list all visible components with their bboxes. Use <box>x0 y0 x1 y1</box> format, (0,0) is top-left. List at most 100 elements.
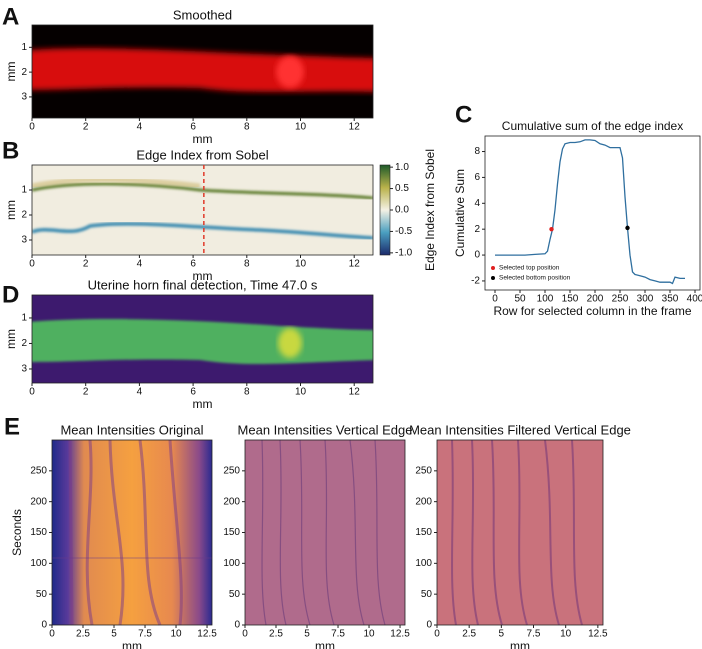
y-tick-label: 150 <box>223 527 240 538</box>
y-tick-label: 0 <box>234 620 240 631</box>
x-tick-label: 4 <box>137 387 143 398</box>
image-b <box>32 165 373 255</box>
x-tick-label: 0 <box>29 387 35 398</box>
y-tick-label: 150 <box>415 527 432 538</box>
panel-label: B <box>2 137 19 164</box>
y-tick-label: 100 <box>30 558 47 569</box>
image-e3 <box>437 439 603 626</box>
x-axis-label: mm <box>193 132 213 146</box>
y-axis-label: mm <box>4 200 18 220</box>
x-tick-label: 8 <box>244 387 250 398</box>
x-tick-label: 7.5 <box>527 629 541 640</box>
y-tick-label: 200 <box>415 496 432 507</box>
x-tick-label: 12 <box>349 259 361 270</box>
x-tick-label: 0 <box>434 629 440 640</box>
chart-title: Mean Intensities Original <box>60 422 203 437</box>
x-tick-label: 10 <box>295 387 307 398</box>
x-tick-label: 200 <box>587 294 604 305</box>
colorbar <box>380 165 390 255</box>
y-tick-label: 0 <box>474 250 480 261</box>
legend-label: Selected top position <box>499 265 560 272</box>
x-tick-label: 5 <box>304 629 310 640</box>
image-d <box>32 295 373 383</box>
colorbar-tick-label: 1.0 <box>395 162 409 173</box>
x-tick-label: 2.5 <box>462 629 476 640</box>
axes-frame <box>31 24 374 119</box>
y-tick-label: 200 <box>30 496 47 507</box>
x-tick-label: 10 <box>560 629 572 640</box>
x-tick-label: 12.5 <box>197 629 217 640</box>
x-tick-label: 2.5 <box>269 629 283 640</box>
y-tick-label: 4 <box>474 198 480 209</box>
x-tick-label: 10 <box>295 259 307 270</box>
x-tick-label: 12 <box>349 387 361 398</box>
x-tick-label: 5 <box>499 629 505 640</box>
x-tick-label: 6 <box>190 387 196 398</box>
x-tick-label: 10 <box>295 122 307 133</box>
x-tick-label: 10 <box>363 629 375 640</box>
x-axis-label: mm <box>193 397 213 411</box>
legend-label: Selected bottom position <box>499 275 571 282</box>
x-tick-label: 4 <box>137 122 143 133</box>
x-tick-label: 50 <box>514 294 526 305</box>
y-tick-label: 6 <box>474 172 480 183</box>
x-axis-label: mm <box>510 639 530 649</box>
y-tick-label: 200 <box>223 496 240 507</box>
y-tick-label: 50 <box>229 589 241 600</box>
x-tick-label: 400 <box>687 294 702 305</box>
image-a <box>32 25 373 118</box>
x-tick-label: 7.5 <box>331 629 345 640</box>
chart-title: Uterine horn final detection, Time 47.0 … <box>88 277 318 292</box>
x-axis-label: mm <box>122 639 142 649</box>
panel-label: C <box>455 101 472 128</box>
x-tick-label: 0 <box>49 629 55 640</box>
colorbar-tick-label: 0.0 <box>395 205 409 216</box>
y-axis-label: Seconds <box>10 509 24 556</box>
y-tick-label: 2 <box>21 338 27 349</box>
y-tick-label: 0 <box>41 620 47 631</box>
y-tick-label: 100 <box>415 558 432 569</box>
y-tick-label: 8 <box>474 146 480 157</box>
colorbar-label: Edge Index from Sobel <box>423 149 437 271</box>
x-tick-label: 2 <box>83 387 89 398</box>
x-tick-label: 2 <box>83 259 89 270</box>
y-tick-label: 50 <box>421 589 433 600</box>
chart-title: Mean Intensities Filtered Vertical Edge <box>409 422 631 437</box>
y-tick-label: 1 <box>21 185 27 196</box>
y-tick-label: 2 <box>474 224 480 235</box>
image-e2 <box>245 439 405 626</box>
x-tick-label: 0 <box>29 122 35 133</box>
chart-title: Cumulative sum of the edge index <box>502 119 683 133</box>
axes-frame <box>484 135 701 291</box>
y-axis-label: mm <box>4 62 18 82</box>
y-tick-label: 1 <box>21 42 27 53</box>
axes-frame <box>31 164 374 256</box>
chart-title: Mean Intensities Vertical Edge <box>238 422 413 437</box>
x-tick-label: 12.5 <box>588 629 608 640</box>
panel-label: A <box>2 3 19 30</box>
x-tick-label: 150 <box>562 294 579 305</box>
y-tick-label: 0 <box>426 620 432 631</box>
y-tick-label: 2 <box>21 67 27 78</box>
image-e1 <box>52 439 212 626</box>
x-tick-label: 12 <box>349 122 361 133</box>
y-tick-label: 50 <box>36 589 48 600</box>
y-tick-label: -2 <box>471 276 480 287</box>
x-tick-label: 100 <box>537 294 554 305</box>
colorbar-tick-label: -0.5 <box>395 226 413 237</box>
x-tick-label: 0 <box>492 294 498 305</box>
x-tick-label: 0 <box>242 629 248 640</box>
selected-point <box>625 225 630 231</box>
y-tick-label: 250 <box>415 465 432 476</box>
y-axis-label: mm <box>4 329 18 349</box>
x-tick-label: 0 <box>29 259 35 270</box>
x-tick-label: 4 <box>137 259 143 270</box>
selected-point <box>549 226 554 232</box>
x-axis-label: mm <box>193 269 213 283</box>
x-tick-label: 2.5 <box>76 629 90 640</box>
colorbar-tick-label: 0.5 <box>395 183 409 194</box>
y-tick-label: 3 <box>21 235 27 246</box>
legend-marker <box>491 276 495 280</box>
x-tick-label: 8 <box>244 122 250 133</box>
